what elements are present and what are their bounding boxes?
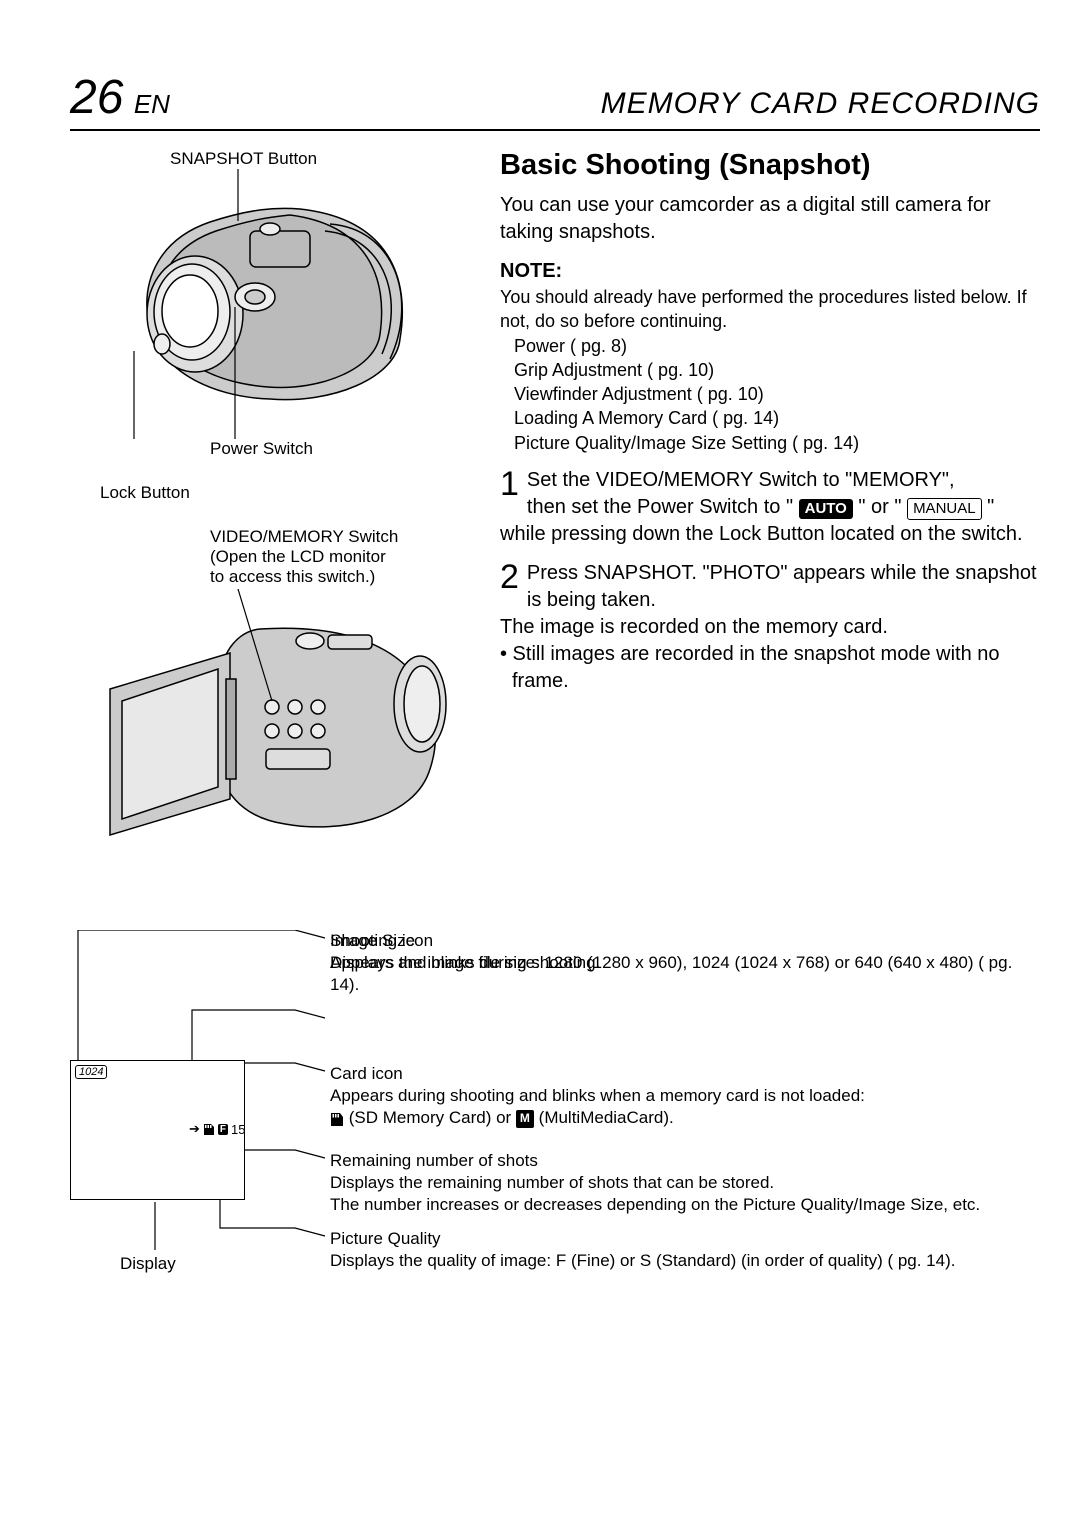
main-content: SNAPSHOT Button — [70, 149, 1040, 695]
display-screen: 1024 ➔ F 15 — [70, 1060, 245, 1200]
sd-card-icon — [203, 1122, 215, 1136]
note-intro: You should already have performed the pr… — [500, 285, 1040, 334]
sd-card-icon — [330, 1111, 344, 1127]
mm-text: (MultiMediaCard). — [539, 1108, 674, 1127]
step1-pre: then set the Power Switch to " — [527, 496, 799, 518]
step-2-bullet: • Still images are recorded in the snaps… — [500, 641, 1040, 695]
picture-quality-icon: F — [218, 1124, 228, 1135]
step-2-number: 2 — [500, 560, 519, 594]
camcorder-lcd-illustration — [100, 589, 470, 849]
step1-post: " — [982, 496, 995, 518]
callout-title: Card icon — [330, 1063, 1020, 1085]
display-label: Display — [120, 1254, 176, 1274]
step-2: 2 Press SNAPSHOT. "PHOTO" appears while … — [500, 560, 1040, 614]
video-label-line2: (Open the LCD monitor — [210, 547, 430, 567]
callout-body-line2: (SD Memory Card) or M (MultiMediaCard). — [330, 1107, 1020, 1129]
callout-remaining-shots: Remaining number of shots Displays the r… — [330, 1150, 1020, 1216]
page-section-title: MEMORY CARD RECORDING — [601, 87, 1040, 121]
label-video-memory-switch: VIDEO/MEMORY Switch (Open the LCD monito… — [210, 527, 430, 587]
page-header: 26 EN MEMORY CARD RECORDING — [70, 70, 1040, 131]
step-1-line2: then set the Power Switch to " AUTO " or… — [500, 494, 1040, 521]
note-label: NOTE: — [500, 260, 1040, 283]
page-lang: EN — [134, 89, 170, 119]
intro-text: You can use your camcorder as a digital … — [500, 192, 1040, 246]
right-column: Basic Shooting (Snapshot) You can use yo… — [500, 149, 1040, 695]
callout-title: Shooting icon — [330, 930, 1020, 952]
label-lock-button: Lock Button — [100, 483, 190, 503]
step1-mid: " or " — [853, 496, 907, 518]
step-1-number: 1 — [500, 467, 519, 501]
multimedia-card-icon: M — [516, 1110, 534, 1128]
callout-card-icon: Card icon Appears during shooting and bl… — [330, 1063, 1020, 1129]
callout-body-line1: Appears during shooting and blinks when … — [330, 1085, 1020, 1107]
lower-display-diagram: 1024 ➔ F 15 Display Image Size Displays … — [70, 930, 1040, 1430]
video-label-line1: VIDEO/MEMORY Switch — [210, 527, 430, 547]
callout-title: Picture Quality — [330, 1228, 1020, 1250]
label-snapshot-button: SNAPSHOT Button — [170, 149, 317, 169]
note-item: Power ( pg. 8) — [500, 334, 1040, 358]
step-2-text-a: Press SNAPSHOT. "PHOTO" appears while th… — [527, 562, 1037, 611]
callout-body: Displays the quality of image: F (Fine) … — [330, 1250, 1020, 1272]
video-label-line3: to access this switch.) — [210, 567, 430, 587]
callout-shooting-icon: Shooting icon Appears and blinks during … — [330, 930, 1020, 974]
callout-body: Appears and blinks during shooting. — [330, 952, 1020, 974]
step-1-line3: while pressing down the Lock Button loca… — [500, 521, 1040, 548]
remaining-shots-value: 15 — [231, 1122, 245, 1137]
step-1-text-a: Set the VIDEO/MEMORY Switch to "MEMORY", — [527, 469, 955, 491]
callout-body: Displays the remaining number of shots t… — [330, 1172, 1020, 1194]
note-item: Loading A Memory Card ( pg. 14) — [500, 406, 1040, 430]
camcorder-top-illustration — [100, 169, 420, 439]
page-number: 26 EN — [70, 70, 170, 125]
page-number-value: 26 — [70, 71, 123, 124]
callout-title: Remaining number of shots — [330, 1150, 1020, 1172]
note-item: Viewfinder Adjustment ( pg. 10) — [500, 382, 1040, 406]
label-power-switch: Power Switch — [210, 439, 313, 459]
callout-picture-quality: Picture Quality Displays the quality of … — [330, 1228, 1020, 1272]
manual-badge: MANUAL — [907, 498, 982, 520]
note-item: Grip Adjustment ( pg. 10) — [500, 358, 1040, 382]
screen-icons-row: ➔ F 15 — [189, 1121, 245, 1137]
callout-body-2: The number increases or decreases depend… — [330, 1194, 1020, 1216]
shooting-icon: ➔ — [189, 1121, 200, 1137]
left-column: SNAPSHOT Button — [70, 149, 470, 695]
step-1: 1 Set the VIDEO/MEMORY Switch to "MEMORY… — [500, 467, 1040, 494]
screen-image-size-indicator: 1024 — [75, 1065, 107, 1079]
note-item: Picture Quality/Image Size Setting ( pg.… — [500, 431, 1040, 455]
sd-text: (SD Memory Card) or — [349, 1108, 516, 1127]
section-title: Basic Shooting (Snapshot) — [500, 149, 1040, 182]
auto-badge: AUTO — [799, 499, 853, 519]
step-2-line2: The image is recorded on the memory card… — [500, 614, 1040, 641]
